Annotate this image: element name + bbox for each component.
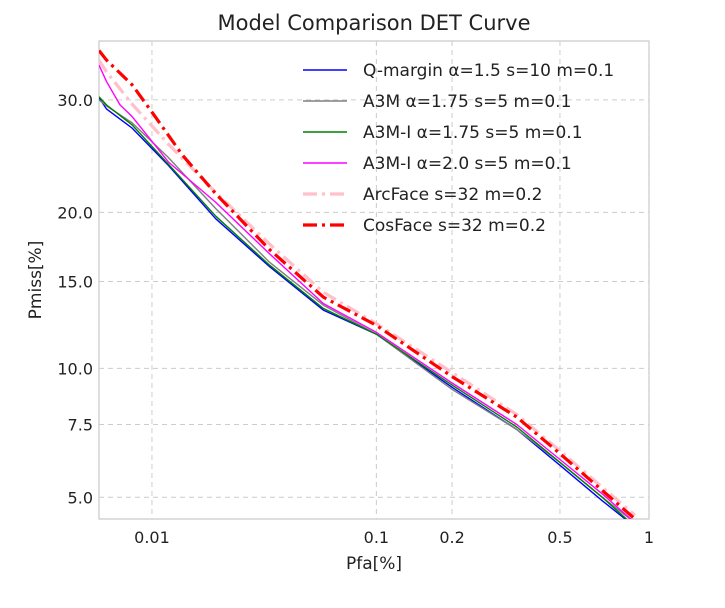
legend-label: CosFace s=32 m=0.2 xyxy=(363,216,546,236)
y-axis-label: Pmiss[%] xyxy=(26,241,46,320)
y-tick-label: 5.0 xyxy=(68,488,93,507)
x-tick-label: 0.1 xyxy=(364,528,389,547)
legend-label: A3M-I α=2.0 s=5 m=0.1 xyxy=(363,154,572,174)
grid xyxy=(99,41,650,519)
plot-area xyxy=(98,40,650,520)
series-line-cosface xyxy=(99,49,637,519)
series-layer xyxy=(99,49,637,519)
series-line-q-margin xyxy=(99,97,627,519)
legend-label: Q-margin α=1.5 s=10 m=0.1 xyxy=(363,61,614,81)
legend-label: ArcFace s=32 m=0.2 xyxy=(363,185,542,205)
y-tick-label: 20.0 xyxy=(57,203,93,222)
x-tick-label: 1 xyxy=(644,528,654,547)
y-tick-label: 15.0 xyxy=(57,272,93,291)
y-tick-label: 10.0 xyxy=(57,359,93,378)
legend: Q-margin α=1.5 s=10 m=0.1 A3M α=1.75 s=5 … xyxy=(303,61,614,236)
series-line-arcface xyxy=(99,59,637,517)
legend-label: A3M α=1.75 s=5 m=0.1 xyxy=(363,92,571,112)
chart-title: Model Comparison DET Curve xyxy=(217,11,530,35)
legend-label: A3M-I α=1.75 s=5 m=0.1 xyxy=(363,123,583,143)
x-tick-label: 0.01 xyxy=(134,528,170,547)
x-tick-label: 0.5 xyxy=(547,528,572,547)
x-axis-ticks: 0.01 0.1 0.2 0.5 1 xyxy=(134,528,654,547)
series-line-a3m-i xyxy=(99,96,628,519)
y-tick-label: 30.0 xyxy=(57,91,93,110)
x-axis-label: Pfa[%] xyxy=(346,554,402,574)
x-tick-label: 0.2 xyxy=(439,528,464,547)
series-line-a3m-i xyxy=(99,64,632,519)
y-tick-label: 7.5 xyxy=(68,415,93,434)
y-axis-ticks: 5.0 7.5 10.0 15.0 20.0 30.0 xyxy=(57,91,93,507)
